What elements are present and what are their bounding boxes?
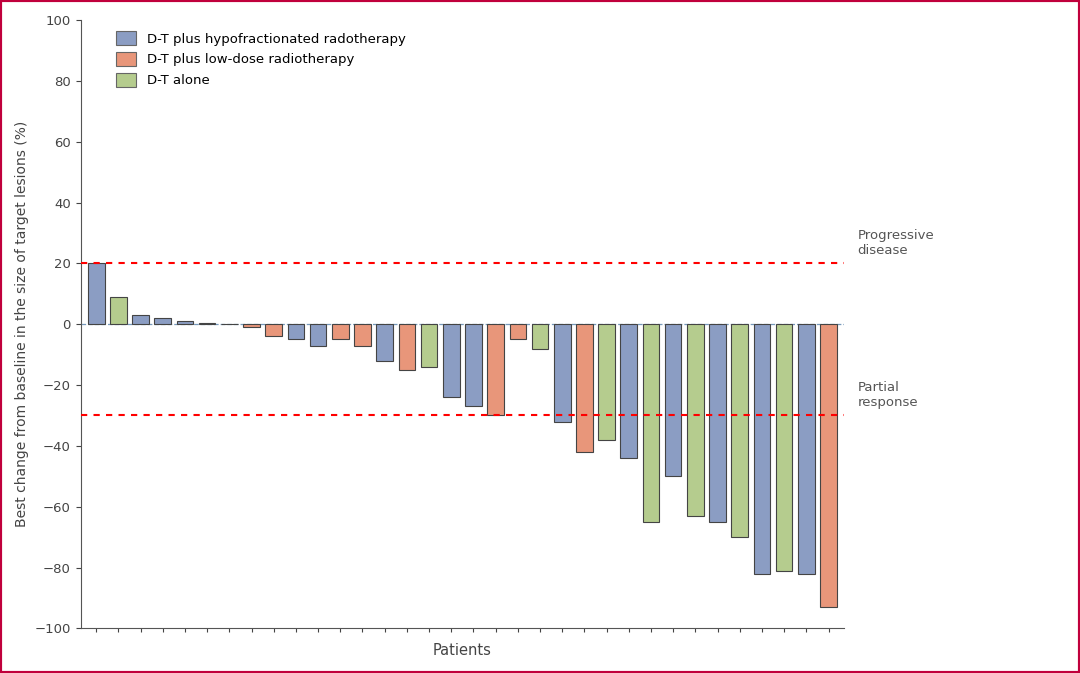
Bar: [421, 324, 437, 367]
Bar: [487, 324, 504, 415]
Bar: [199, 322, 216, 324]
Bar: [243, 324, 260, 327]
Bar: [87, 263, 105, 324]
X-axis label: Patients: Patients: [433, 643, 491, 658]
Bar: [465, 324, 482, 406]
Bar: [775, 324, 793, 571]
Bar: [554, 324, 570, 421]
Bar: [443, 324, 460, 397]
Bar: [177, 321, 193, 324]
Bar: [621, 324, 637, 458]
Bar: [531, 324, 549, 349]
Bar: [332, 324, 349, 339]
Bar: [154, 318, 171, 324]
Bar: [266, 324, 282, 336]
Bar: [687, 324, 704, 516]
Bar: [399, 324, 415, 370]
Y-axis label: Best change from baseline in the size of target lesions (%): Best change from baseline in the size of…: [15, 121, 29, 528]
Bar: [598, 324, 615, 440]
Bar: [354, 324, 370, 345]
Bar: [798, 324, 814, 573]
Text: Progressive
disease: Progressive disease: [858, 229, 934, 257]
Bar: [310, 324, 326, 345]
Bar: [754, 324, 770, 573]
Legend: D-T plus hypofractionated radotherapy, D-T plus low-dose radiotherapy, D-T alone: D-T plus hypofractionated radotherapy, D…: [111, 26, 411, 92]
Bar: [510, 324, 526, 339]
Bar: [731, 324, 748, 537]
Bar: [710, 324, 726, 522]
Text: Partial
response: Partial response: [858, 382, 918, 409]
Bar: [820, 324, 837, 607]
Bar: [576, 324, 593, 452]
Bar: [132, 315, 149, 324]
Bar: [376, 324, 393, 361]
Bar: [665, 324, 681, 476]
Bar: [110, 297, 126, 324]
Bar: [643, 324, 659, 522]
Bar: [287, 324, 305, 339]
